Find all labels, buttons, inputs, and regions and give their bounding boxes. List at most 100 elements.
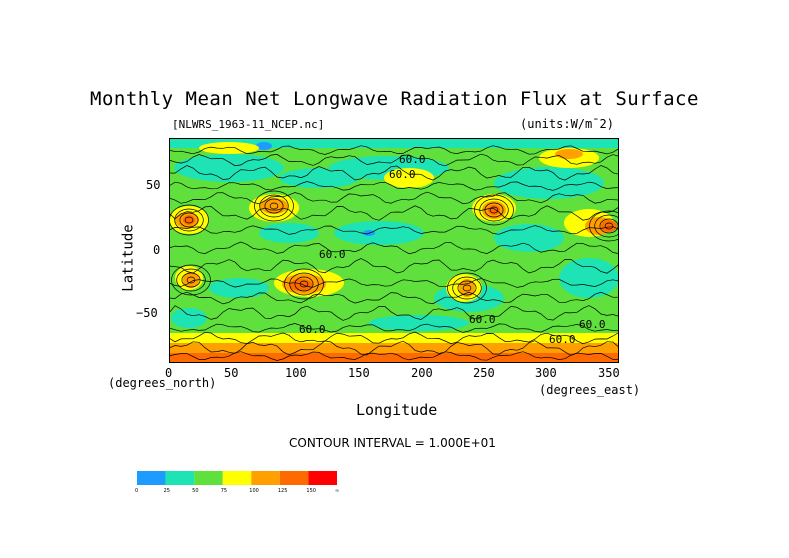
contour-ring bbox=[604, 222, 614, 230]
contour-line bbox=[169, 331, 619, 345]
contour-label: 60.0 bbox=[579, 318, 606, 331]
y-tick-label: 0 bbox=[153, 243, 161, 257]
x-units-label: (degrees_east) bbox=[539, 383, 641, 397]
field-patch bbox=[334, 221, 424, 245]
contour-ring bbox=[184, 216, 194, 224]
field-patch bbox=[369, 315, 469, 331]
contour-ring bbox=[254, 190, 294, 222]
field-patch bbox=[199, 142, 259, 154]
colorbar-label: 75 bbox=[220, 488, 228, 494]
contour-line bbox=[169, 153, 619, 167]
colorbar-swatch bbox=[222, 471, 252, 485]
file-id-label: [NLWRS_1963-11_NCEP.nc] bbox=[172, 118, 325, 131]
field-patch bbox=[555, 149, 583, 159]
contour-label: 60.0 bbox=[319, 248, 346, 261]
x-axis-label: Longitude bbox=[356, 401, 438, 419]
field-patch bbox=[259, 223, 319, 243]
field-patch bbox=[601, 220, 617, 232]
colorbar-label: 50 bbox=[192, 488, 199, 494]
north-polar-band bbox=[169, 138, 619, 148]
contour-line bbox=[169, 205, 619, 221]
field-patch bbox=[174, 154, 284, 182]
field-patch bbox=[384, 168, 434, 188]
contour-ring bbox=[457, 280, 477, 296]
contour-line bbox=[169, 278, 619, 288]
colorbar-label: 0 bbox=[135, 488, 139, 494]
contour-ring bbox=[171, 264, 211, 296]
colorbar-label: 25 bbox=[163, 488, 170, 494]
contour-line bbox=[169, 305, 619, 321]
colorbar-swatch bbox=[308, 471, 337, 485]
x-tick-label: 50 bbox=[224, 366, 239, 380]
contour-label: 60.0 bbox=[399, 153, 426, 166]
contour-line bbox=[169, 340, 619, 356]
contour-line bbox=[169, 291, 619, 305]
contour-line bbox=[169, 145, 619, 155]
x-tick-label: 200 bbox=[411, 366, 433, 380]
contour-ring bbox=[259, 194, 289, 218]
field-patch bbox=[256, 142, 272, 150]
contour-ring bbox=[179, 212, 199, 228]
flux-heatmap: 60.060.060.0 60.060.060.060.0 bbox=[169, 138, 619, 363]
contour-ring bbox=[174, 208, 204, 232]
contour-ring bbox=[299, 280, 309, 288]
field-patch bbox=[559, 258, 619, 298]
field-patch bbox=[209, 278, 269, 298]
contour-ring bbox=[484, 202, 504, 218]
chart-title: Monthly Mean Net Longwave Radiation Flux… bbox=[90, 88, 699, 110]
x-tick-label: 350 bbox=[598, 366, 620, 380]
contour-ring bbox=[489, 206, 499, 214]
plot-frame bbox=[169, 138, 619, 363]
contour-interval-label: CONTOUR INTERVAL = 1.000E+01 bbox=[289, 436, 496, 450]
colorbar-swatch bbox=[165, 471, 195, 485]
contour-ring bbox=[462, 284, 472, 292]
contour-line bbox=[169, 258, 619, 274]
south-polar-band-edge bbox=[169, 353, 619, 363]
colorbar-label: ∞ bbox=[335, 488, 340, 494]
contour-label: 60.0 bbox=[549, 333, 576, 346]
contour-lines bbox=[169, 145, 619, 361]
contour-ring bbox=[289, 272, 319, 296]
field-patch bbox=[459, 279, 475, 297]
contour-label: 60.0 bbox=[299, 323, 326, 336]
x-tick-label: 0 bbox=[165, 366, 173, 380]
contour-ring bbox=[594, 214, 619, 238]
contour-ring bbox=[452, 276, 482, 300]
colorbar-swatch bbox=[251, 471, 280, 485]
y-tick-label: 50 bbox=[146, 178, 161, 192]
x-tick-label: 100 bbox=[285, 366, 307, 380]
contour-line bbox=[169, 323, 619, 333]
contour-line bbox=[169, 165, 619, 181]
x-tick-label: 300 bbox=[535, 366, 557, 380]
contour-label: 60.0 bbox=[389, 168, 416, 181]
contour-line bbox=[169, 351, 619, 361]
colorbar-swatch bbox=[279, 471, 309, 485]
contour-line bbox=[169, 181, 619, 191]
contour-label: 60.0 bbox=[469, 313, 496, 326]
colorbar bbox=[137, 471, 337, 485]
contour-line bbox=[169, 241, 619, 255]
colorbar-swatch bbox=[137, 471, 166, 485]
contour-ring bbox=[269, 202, 279, 210]
contour-ring bbox=[176, 268, 206, 292]
units-label: (units:W/m¯2) bbox=[520, 117, 614, 131]
colorbar-label: 125 bbox=[277, 488, 288, 494]
y-units-label: (degrees_north) bbox=[108, 376, 217, 390]
contour-ring bbox=[181, 272, 201, 288]
colorbar-label: 100 bbox=[249, 488, 259, 494]
contour-line bbox=[169, 191, 619, 205]
contour-line bbox=[169, 225, 619, 235]
colorbar-label: 150 bbox=[306, 488, 316, 494]
colorbar-swatch bbox=[194, 471, 223, 485]
field-patch bbox=[289, 279, 313, 291]
field-patch bbox=[494, 224, 564, 252]
y-tick-label: −50 bbox=[136, 306, 158, 320]
x-tick-label: 150 bbox=[348, 366, 370, 380]
contour-ring bbox=[294, 276, 314, 292]
x-tick-label: 250 bbox=[473, 366, 495, 380]
contour-ring bbox=[474, 194, 514, 226]
field-patch bbox=[171, 308, 207, 328]
contour-ring bbox=[447, 272, 487, 304]
contour-ring bbox=[479, 198, 509, 222]
contour-ring bbox=[186, 276, 196, 284]
